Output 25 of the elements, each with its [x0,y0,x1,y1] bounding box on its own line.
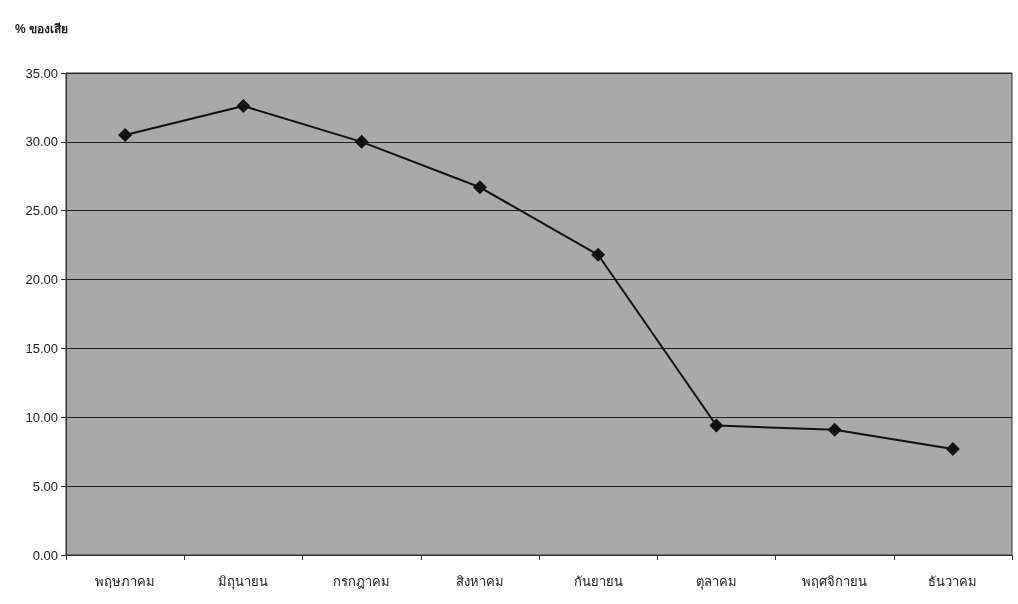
y-tick-label: 10.00 [25,409,58,425]
point [945,441,960,456]
x-tick-label: กรกฎาคม [333,574,391,589]
y-axis-title: % ของเสีย [15,22,69,36]
point [354,134,369,149]
y-tick-label: 5.00 [32,478,58,494]
y-tick-label: 15.00 [25,340,58,356]
y-tick-label: 0.00 [32,547,58,563]
point [709,418,724,433]
y-tick-label: 35.00 [25,65,58,81]
y-tick-label: 25.00 [25,203,58,219]
point [118,127,133,142]
point [472,180,487,195]
point [827,422,842,437]
x-tick-label: ตุลาคม [695,574,737,590]
point [236,99,251,114]
x-tick-label: ธันวาคม [928,574,978,589]
x-tick-label: พฤศจิกายน [802,574,868,589]
x-tick-label: กันยายน [573,574,623,589]
x-tick-label: สิงหาคม [455,574,504,589]
x-tick-label: พฤษภาคม [95,574,156,589]
point [591,247,606,262]
y-tick-label: 20.00 [25,272,58,288]
y-tick-label: 30.00 [25,134,58,150]
x-tick-label: มิถุนายน [218,574,269,590]
